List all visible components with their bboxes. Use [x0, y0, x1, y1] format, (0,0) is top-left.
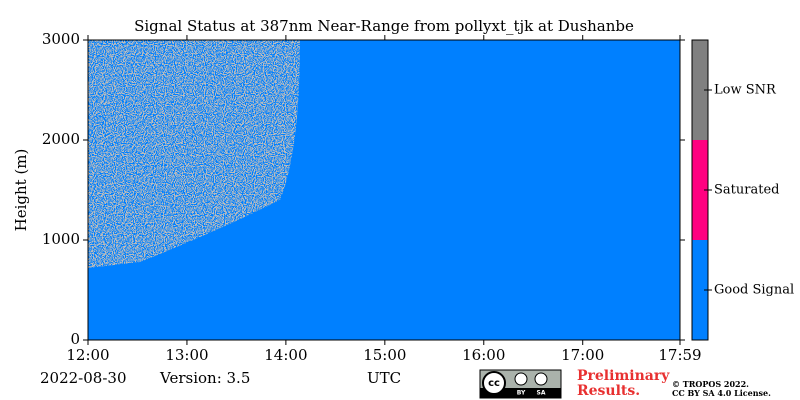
x-tick-label: 12:00 — [66, 346, 109, 364]
license-text: © TROPOS 2022. — [672, 379, 749, 389]
version: Version: 3.5 — [159, 369, 250, 387]
y-axis-label: Height (m) — [12, 149, 30, 232]
preliminary-text: Results. — [577, 383, 640, 399]
colorbar-label: Saturated — [714, 183, 779, 198]
x-tick-label: 16:00 — [462, 346, 505, 364]
x-tick-label: 17:00 — [561, 346, 604, 364]
y-tick-label: 2000 — [42, 130, 80, 148]
date: 2022-08-30 — [40, 369, 126, 387]
y-tick-label: 0 — [70, 330, 80, 348]
cc-logo: cc BY SA — [479, 369, 562, 399]
chart-title: Signal Status at 387nm Near-Range from p… — [134, 17, 634, 35]
license-text: CC BY SA 4.0 License. — [672, 388, 771, 398]
colorbar-segment — [692, 140, 708, 240]
logo-circle — [514, 372, 528, 386]
colorbar-segment — [692, 240, 708, 340]
colorbar-frame — [691, 39, 709, 341]
logo-circle — [534, 372, 548, 386]
x-tick-label: 14:00 — [264, 346, 307, 364]
logo-text: cc — [488, 378, 500, 389]
x-tick-label: 13:00 — [165, 346, 208, 364]
y-tick-label: 3000 — [42, 30, 80, 48]
colorbar-label: Low SNR — [714, 83, 777, 98]
colorbar-label: Good Signal — [714, 283, 794, 298]
colorbar-segment — [692, 40, 708, 140]
preliminary-text: Preliminary — [577, 368, 670, 384]
logo-text: BY — [517, 390, 526, 397]
plot-frame — [87, 39, 681, 341]
plot-area — [87, 39, 681, 341]
x-tick-label: 17:59 — [658, 346, 701, 364]
x-tick-label: 15:00 — [363, 346, 406, 364]
logo-text: SA — [537, 390, 546, 397]
y-tick-label: 1000 — [42, 230, 80, 248]
logo-circle — [482, 371, 506, 395]
x-axis-label: UTC — [367, 369, 401, 387]
logo-band — [480, 388, 561, 398]
